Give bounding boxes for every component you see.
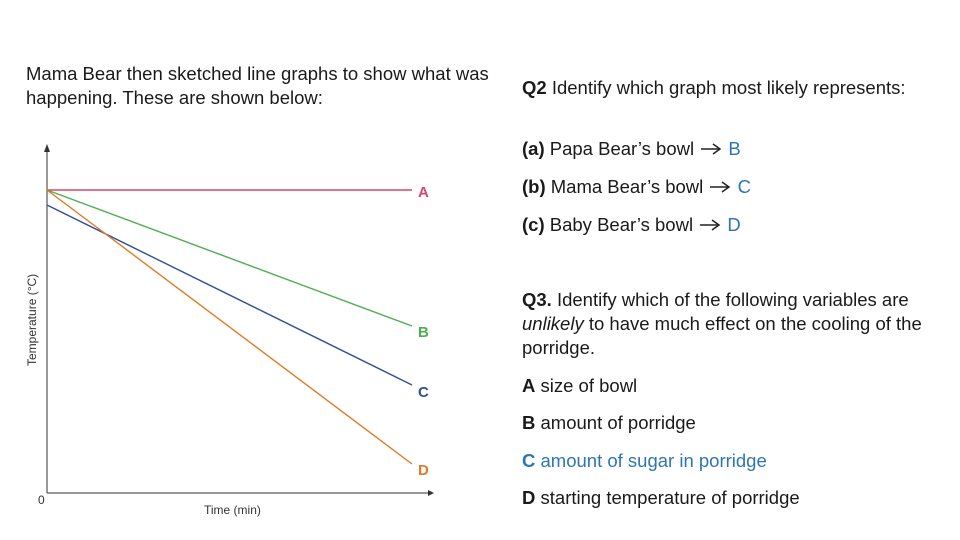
option-letter: B <box>522 412 536 433</box>
origin-label: 0 <box>38 493 45 507</box>
q3-option-b: B amount of porridge <box>522 411 696 435</box>
y-axis-label: Temperature (°C) <box>25 274 39 366</box>
q2-item-answer: C <box>737 176 751 197</box>
q2-item-answer: D <box>727 214 741 235</box>
q2-item-a: (a) Papa Bear’s bowl B <box>522 137 741 161</box>
q2-item-b: (b) Mama Bear’s bowl C <box>522 175 751 199</box>
q2-item-text: Mama Bear’s bowl <box>550 176 704 197</box>
q3-option-d: D starting temperature of porridge <box>522 486 800 510</box>
q3-emphasis: unlikely <box>522 313 584 334</box>
y-axis-arrow <box>44 144 50 152</box>
q2-item-answer: B <box>728 138 741 159</box>
x-axis-arrow <box>428 490 434 496</box>
q3-number: Q3. <box>522 289 552 310</box>
label-d: D <box>418 462 429 479</box>
option-letter: C <box>522 450 536 471</box>
option-text: amount of porridge <box>540 412 696 433</box>
q3-question: Q3. Identify which of the following vari… <box>522 288 952 360</box>
q3-option-c: C amount of sugar in porridge <box>522 449 767 473</box>
x-axis-label: Time (min) <box>204 503 261 517</box>
right-arrow-icon <box>701 143 722 155</box>
right-arrow-icon <box>700 219 721 231</box>
q2-item-tag: (c) <box>522 214 545 235</box>
q3-text-before: Identify which of the following variable… <box>556 289 909 310</box>
line-c <box>46 204 413 386</box>
q2-item-tag: (a) <box>522 138 545 159</box>
q2-item-text: Baby Bear’s bowl <box>549 214 694 235</box>
q2-text: Identify which graph most likely represe… <box>551 77 906 98</box>
q3-text-after: to have much effect on the cooling of th… <box>522 313 922 358</box>
label-b: B <box>418 324 429 341</box>
option-letter: A <box>522 375 536 396</box>
label-c: C <box>418 384 429 401</box>
q2-number: Q2 <box>522 77 547 98</box>
q3-option-a: A size of bowl <box>522 374 637 398</box>
label-a: A <box>418 184 429 201</box>
line-b <box>46 189 413 327</box>
q2-item-c: (c) Baby Bear’s bowl D <box>522 213 741 237</box>
option-text: amount of sugar in porridge <box>540 450 767 471</box>
option-letter: D <box>522 487 536 508</box>
q2-question: Q2 Identify which graph most likely repr… <box>522 76 952 100</box>
q2-item-text: Papa Bear’s bowl <box>549 138 695 159</box>
temperature-time-graph: A B C D 0 Time (min) Temperature (°C) <box>25 144 434 517</box>
intro-text: Mama Bear then sketched line graphs to s… <box>26 63 489 108</box>
q2-item-tag: (b) <box>522 176 546 197</box>
option-text: starting temperature of porridge <box>540 487 800 508</box>
line-d <box>46 189 413 465</box>
right-arrow-icon <box>710 181 731 193</box>
option-text: size of bowl <box>540 375 638 396</box>
